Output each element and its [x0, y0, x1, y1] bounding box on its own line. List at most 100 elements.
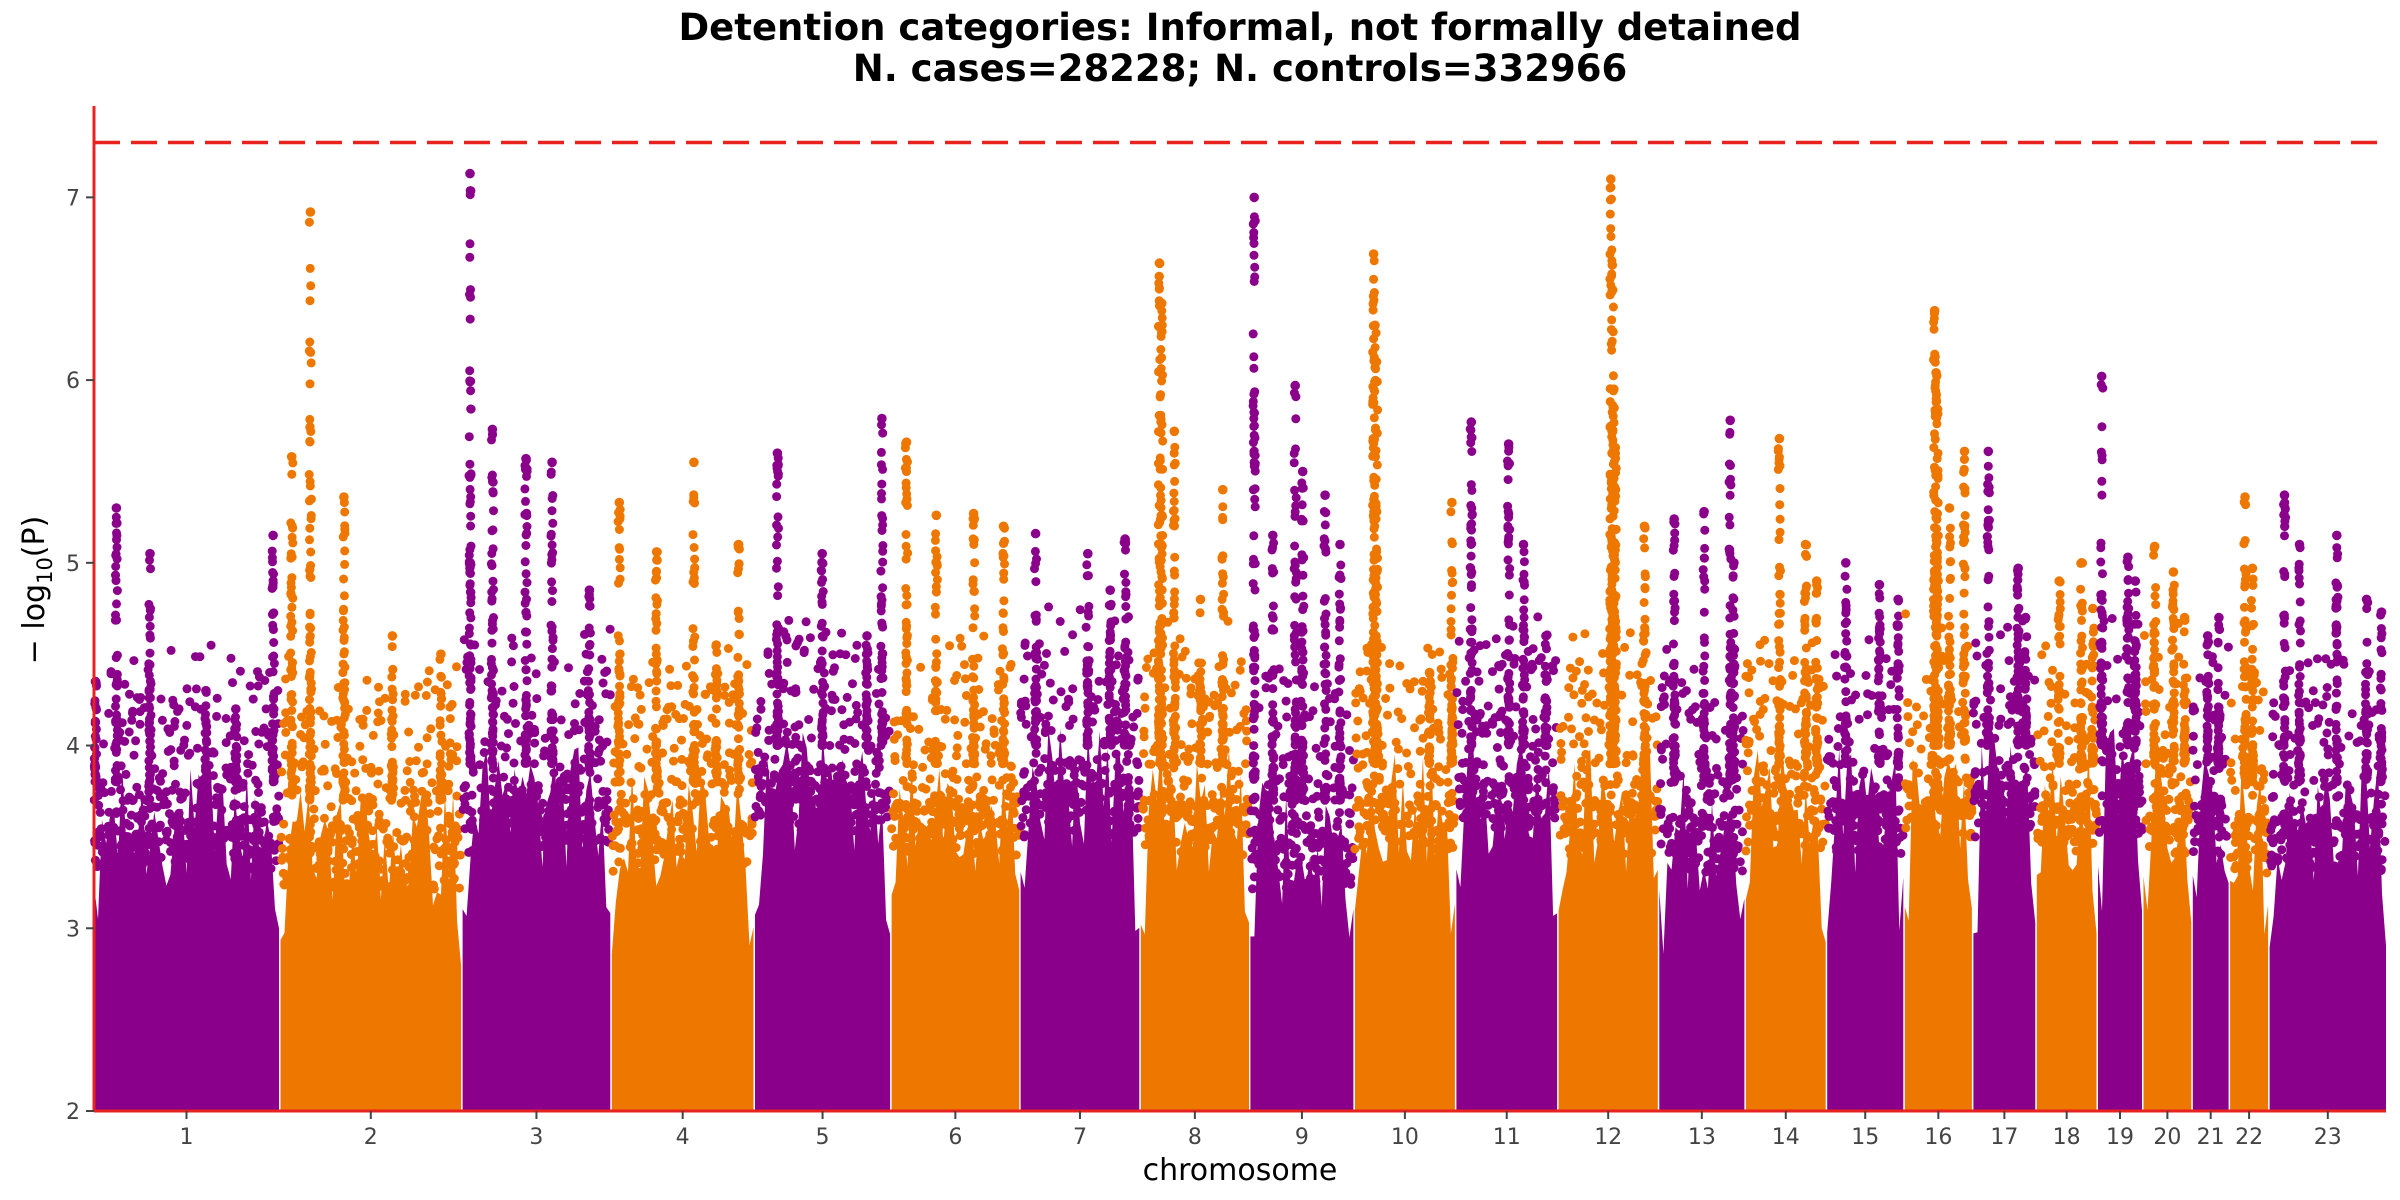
snp-point: [1120, 730, 1130, 740]
snp-point: [817, 557, 827, 567]
snp-point: [676, 847, 686, 857]
peak-snp-point: [1297, 466, 1308, 477]
snp-point: [513, 791, 523, 801]
snp-point: [251, 727, 261, 736]
snp-point: [1290, 541, 1300, 551]
snp-point: [675, 795, 685, 805]
snp-point: [404, 727, 414, 737]
snp-point: [817, 659, 827, 669]
snp-point: [387, 773, 397, 783]
snp-point: [1217, 782, 1227, 792]
snp-point: [436, 701, 446, 711]
snp-point: [930, 602, 940, 612]
snp-point: [943, 844, 953, 854]
snp-point: [1157, 598, 1167, 608]
snp-point: [1044, 602, 1054, 612]
snp-point: [1043, 711, 1053, 721]
snp-point: [1278, 760, 1288, 770]
snp-point: [1268, 777, 1278, 787]
snp-point: [1207, 790, 1217, 800]
snp-point: [998, 608, 1008, 618]
snp-point: [876, 566, 886, 576]
snp-point: [846, 781, 856, 791]
snp-point: [93, 840, 103, 850]
snp-point: [902, 712, 911, 722]
snp-point: [504, 729, 513, 739]
snp-point: [1109, 830, 1119, 840]
snp-point: [711, 718, 721, 728]
snp-point: [112, 761, 122, 770]
snp-point: [1170, 693, 1180, 703]
snp-point: [827, 763, 837, 773]
snp-point: [325, 830, 335, 840]
snp-point: [835, 649, 845, 659]
snp-point: [876, 447, 886, 457]
snp-point: [1140, 692, 1150, 702]
snp-point: [656, 806, 666, 816]
snp-point: [689, 492, 699, 502]
snp-point: [644, 678, 654, 688]
snp-point: [221, 738, 231, 748]
snp-point: [488, 773, 498, 783]
snp-point: [725, 837, 735, 847]
snp-point: [1031, 577, 1041, 587]
snp-point: [435, 749, 445, 759]
snp-point: [202, 728, 212, 738]
snp-point: [1351, 733, 1361, 743]
snp-point: [1040, 754, 1050, 764]
snp-point: [986, 758, 996, 768]
snp-point: [287, 706, 297, 715]
snp-point: [546, 469, 556, 479]
snp-point: [308, 878, 318, 888]
snp-point: [1083, 642, 1093, 651]
snp-point: [1249, 212, 1259, 222]
snp-point: [633, 867, 643, 877]
snp-point: [230, 854, 240, 864]
snp-point: [253, 681, 263, 691]
snp-point: [659, 714, 669, 724]
snp-point: [1351, 698, 1361, 708]
snp-point: [426, 724, 436, 734]
snp-point: [338, 751, 348, 761]
snp-point: [547, 577, 557, 587]
snp-point: [1281, 857, 1291, 867]
snp-point: [1087, 768, 1097, 778]
snp-point: [901, 498, 911, 508]
snp-point: [1104, 735, 1114, 745]
snp-point: [601, 689, 611, 699]
snp-point: [953, 730, 963, 740]
snp-point: [305, 637, 315, 647]
snp-point: [782, 657, 792, 667]
snp-point: [389, 881, 399, 891]
snp-point: [920, 805, 930, 815]
snp-point: [1183, 807, 1193, 817]
snp-point: [782, 635, 792, 645]
snp-point: [828, 666, 838, 676]
snp-point: [945, 641, 955, 651]
snp-point: [1249, 407, 1259, 417]
snp-point: [306, 648, 316, 657]
snp-point: [568, 793, 578, 803]
snp-point: [902, 759, 912, 769]
snp-point: [239, 802, 249, 812]
snp-point: [1267, 716, 1277, 726]
snp-point: [621, 798, 630, 808]
snp-point: [1197, 731, 1206, 741]
snp-point: [261, 704, 271, 714]
snp-point: [585, 628, 595, 638]
snp-point: [793, 753, 803, 763]
snp-point: [1006, 659, 1016, 669]
snp-point: [387, 725, 397, 735]
snp-point: [520, 598, 530, 608]
snp-point: [410, 841, 420, 850]
snp-point: [338, 793, 348, 803]
snp-point: [817, 715, 827, 725]
snp-point: [710, 669, 720, 679]
snp-point: [969, 742, 979, 751]
snp-point: [1235, 665, 1245, 675]
snp-point: [401, 795, 410, 805]
snp-point: [330, 856, 340, 866]
snp-point: [764, 725, 774, 735]
snp-point: [1207, 823, 1217, 833]
snp-point: [1248, 559, 1258, 569]
